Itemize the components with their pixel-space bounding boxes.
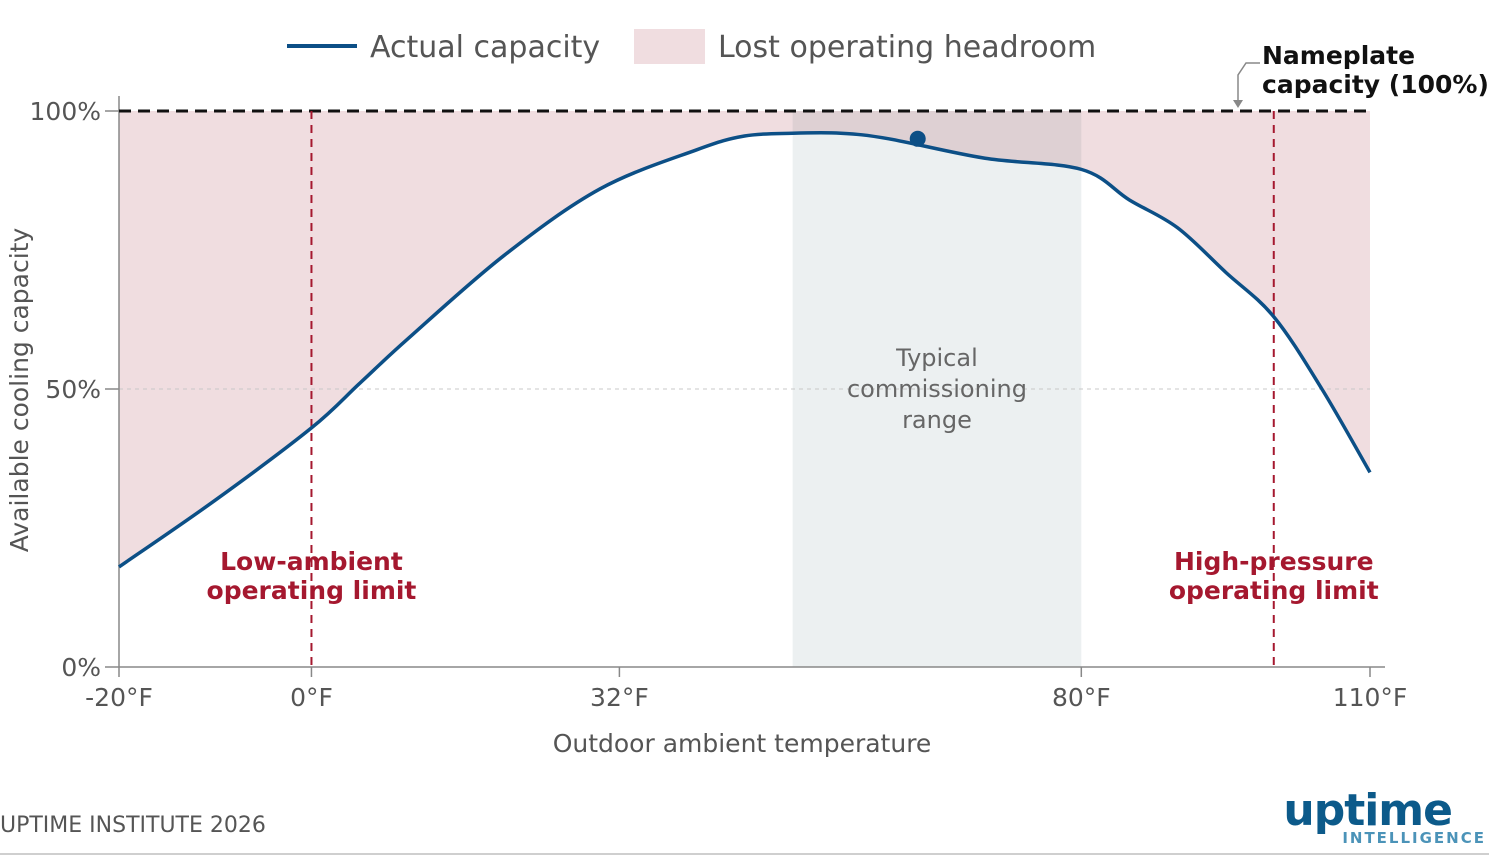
actual-capacity-line — [118, 130, 1372, 569]
x-tick-label: 32°F — [590, 683, 649, 712]
axes-layer: 0% 50% 100% -20°F 0°F 32°F 80°F 110°F — [30, 96, 1408, 712]
series-layer — [118, 109, 1372, 667]
commissioning-range-label: commissioning — [847, 375, 1027, 403]
nameplate-label: Nameplate — [1262, 41, 1415, 70]
lost-headroom-area — [119, 111, 1370, 567]
high-pressure-limit-label: operating limit — [1169, 576, 1379, 605]
source-credit: UPTIME INSTITUTE 2026 — [0, 813, 266, 838]
nameplate-label: capacity (100%) — [1262, 70, 1489, 99]
low-ambient-limit-label: Low-ambient — [220, 547, 403, 576]
high-pressure-limit-label: High-pressure — [1174, 547, 1374, 576]
x-tick-label: 110°F — [1333, 683, 1408, 712]
highlight-point — [909, 130, 926, 147]
commissioning-range-label: range — [902, 406, 972, 434]
legend-label-actual-capacity: Actual capacity — [370, 30, 600, 65]
y-tick-label: 0% — [61, 653, 101, 682]
y-axis-title: Available cooling capacity — [5, 228, 34, 553]
uptime-intelligence-logo: uptime INTELLIGENCE — [1283, 785, 1486, 847]
low-ambient-limit-label: operating limit — [207, 576, 417, 605]
logo-wordmark: uptime — [1283, 785, 1452, 836]
nameplate-leader-line — [1237, 62, 1260, 101]
y-tick-label: 50% — [45, 375, 101, 404]
logo-subtitle: INTELLIGENCE — [1342, 829, 1486, 847]
legend: Actual capacity Lost operating headroom — [287, 29, 1096, 65]
legend-label-lost-headroom: Lost operating headroom — [718, 30, 1096, 65]
x-axis-title: Outdoor ambient temperature — [553, 729, 932, 758]
legend-patch-swatch — [634, 29, 705, 64]
x-tick-label: 0°F — [290, 683, 333, 712]
y-tick-label: 100% — [30, 97, 101, 126]
x-tick-label: -20°F — [85, 683, 153, 712]
nameplate-leader-arrow — [1233, 100, 1243, 108]
x-tick-label: 80°F — [1052, 683, 1111, 712]
commissioning-range-label: Typical — [895, 344, 978, 372]
